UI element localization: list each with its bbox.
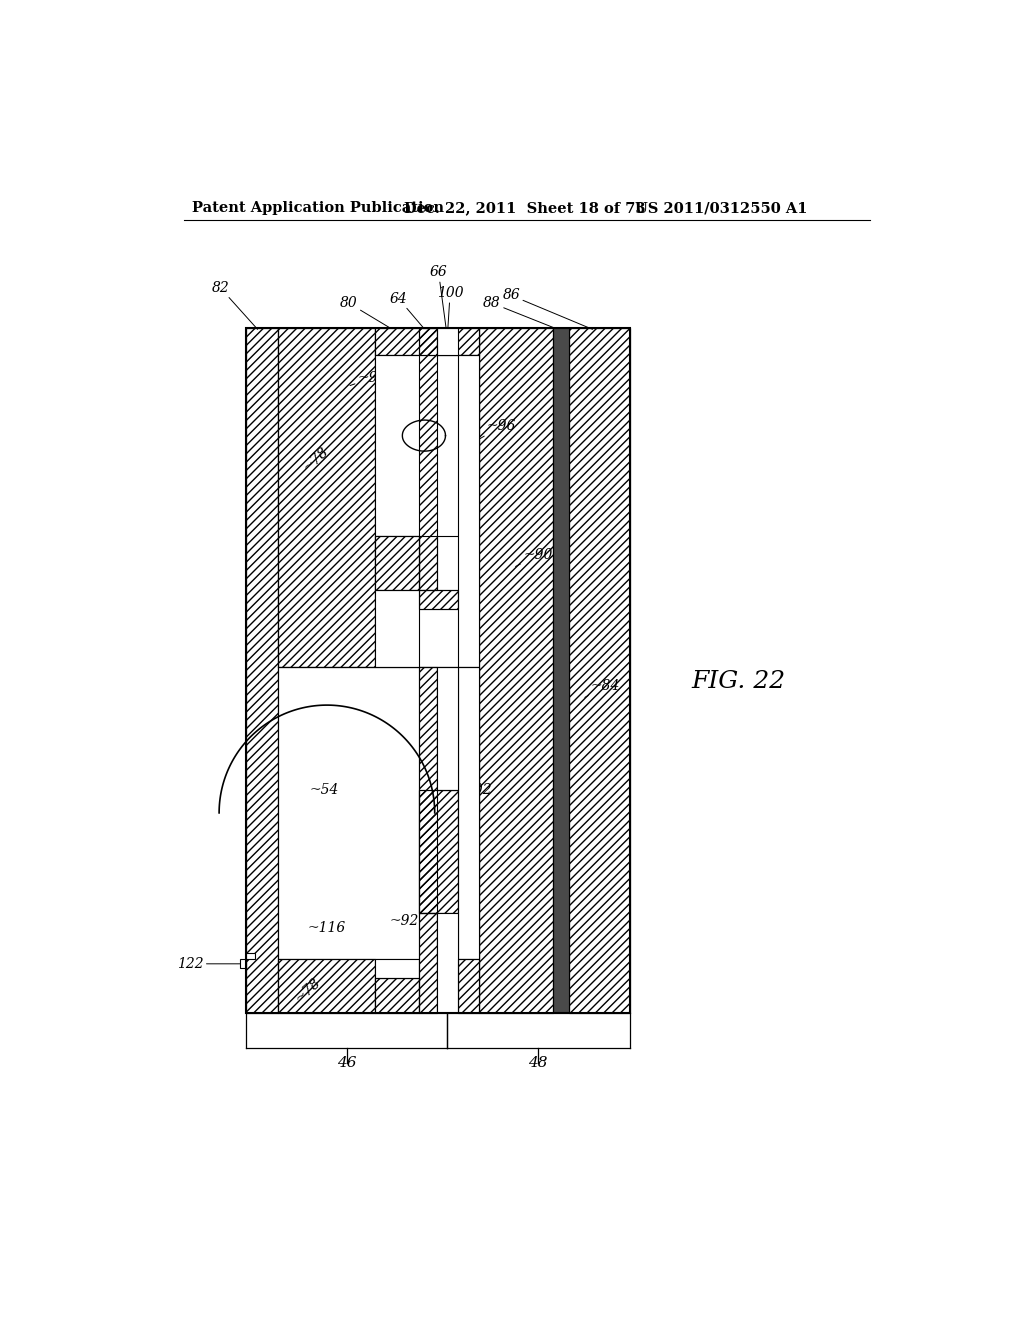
Bar [279,327,376,667]
Bar [376,327,478,355]
Text: 64: 64 [390,292,425,330]
Text: ~116: ~116 [308,921,346,936]
Text: ~78: ~78 [300,444,331,474]
Text: ~80: ~80 [377,544,408,574]
Text: 102: 102 [458,783,493,805]
Bar [279,667,478,960]
Bar [458,667,478,960]
Bar [569,327,630,1014]
Bar [376,978,419,1014]
Text: 122: 122 [177,957,246,970]
Bar [419,789,458,913]
Bar [458,355,478,667]
Bar [246,953,255,960]
Text: ~100: ~100 [455,956,469,994]
Bar [419,913,437,1014]
Bar [279,960,376,1014]
Bar [419,667,437,913]
Text: 66: 66 [430,265,447,330]
Bar [376,355,478,536]
Bar [376,590,419,667]
Text: 120: 120 [402,422,429,437]
Text: Dec. 22, 2011  Sheet 18 of 73: Dec. 22, 2011 Sheet 18 of 73 [403,202,645,215]
Bar [437,913,458,1014]
Bar [246,327,279,1014]
Bar [376,978,419,1014]
Text: 86: 86 [503,289,593,330]
Text: 48: 48 [528,1056,548,1071]
Text: ~92: ~92 [389,913,419,928]
Text: ~54: ~54 [310,783,339,797]
Bar [419,789,458,913]
Text: Patent Application Publication: Patent Application Publication [193,202,444,215]
Bar [246,327,630,1014]
Text: US 2011/0312550 A1: US 2011/0312550 A1 [635,202,807,215]
Bar [553,327,569,1014]
Text: 82: 82 [211,281,258,330]
Bar [419,327,437,590]
Bar [419,590,458,609]
Bar [376,960,419,978]
Bar [240,960,246,969]
Text: ~78: ~78 [292,975,324,1005]
Bar [246,327,279,1014]
Text: 46: 46 [337,1056,356,1071]
Text: ~94: ~94 [350,371,387,385]
Text: ~96: ~96 [478,420,516,440]
Bar [376,327,478,355]
Text: 80: 80 [340,296,392,330]
Bar [437,327,458,355]
Bar [458,960,478,1014]
Bar [419,590,458,609]
Text: ~80: ~80 [377,972,408,1001]
Bar [419,913,437,1014]
Bar [569,327,630,1014]
Bar [419,327,437,590]
Text: FIG. 22: FIG. 22 [692,671,786,693]
Text: 88: 88 [483,296,558,330]
Bar [279,960,376,1014]
Text: 100: 100 [437,286,464,330]
Text: ~90: ~90 [515,548,553,566]
Bar [437,667,458,789]
Bar [458,960,478,1014]
Bar [419,667,437,913]
Text: ~84: ~84 [585,678,621,697]
Bar [279,327,376,667]
Bar [478,327,553,1014]
Bar [376,536,419,590]
Text: 98: 98 [390,467,408,480]
Bar [376,536,419,590]
Bar [478,327,553,1014]
